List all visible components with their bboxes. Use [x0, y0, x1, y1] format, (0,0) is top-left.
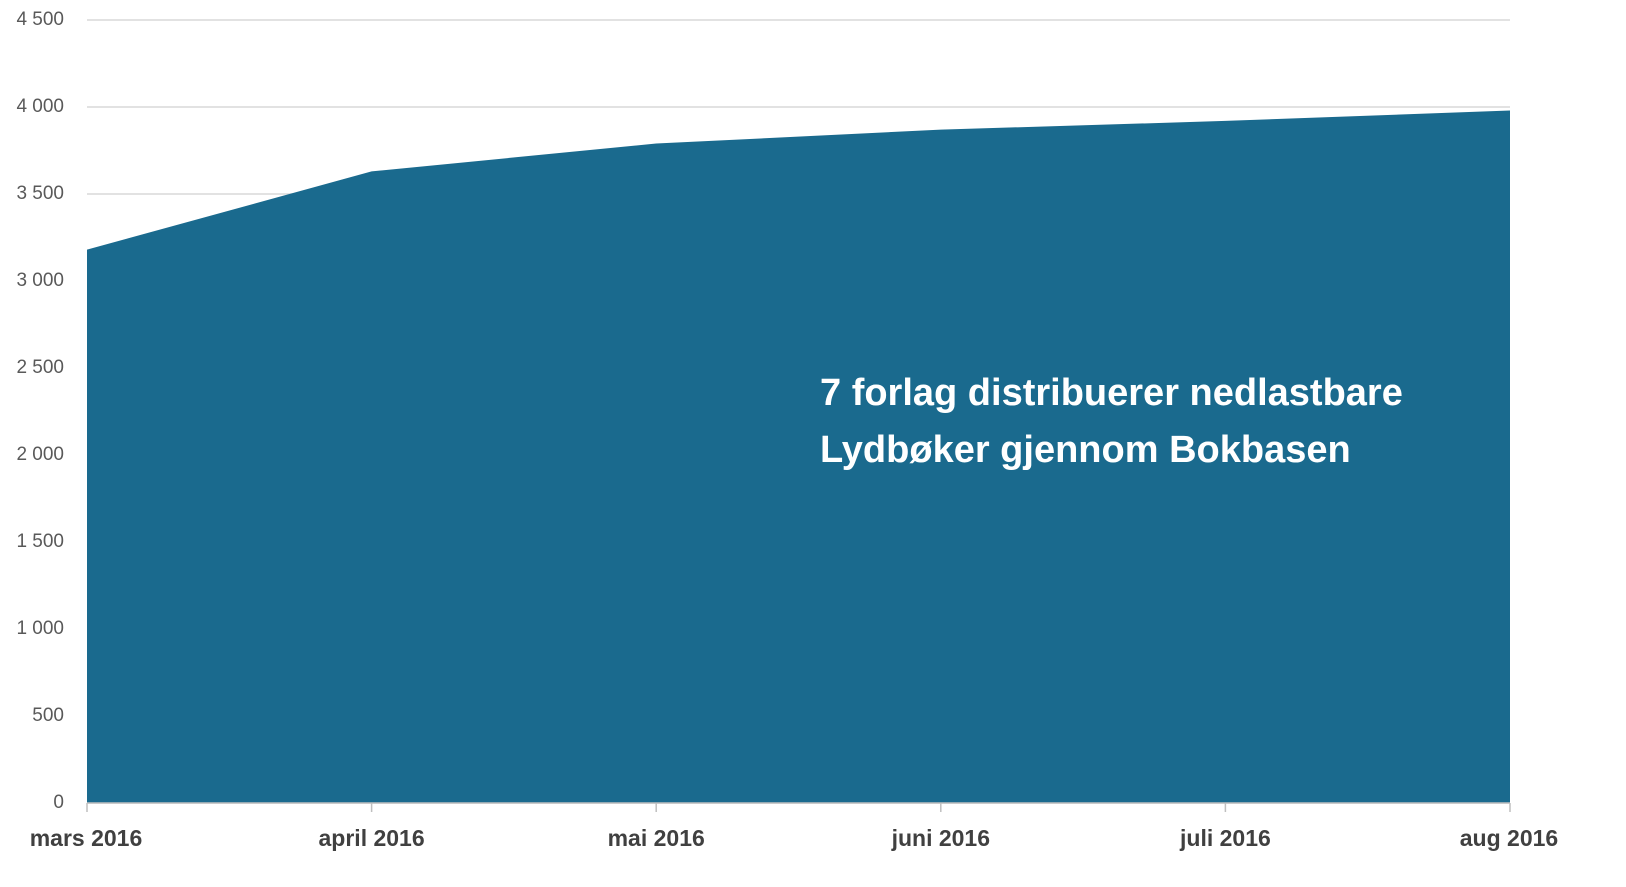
y-tick-label: 0	[53, 792, 64, 813]
y-tick-label: 2 500	[16, 357, 64, 378]
x-tick-label: mars 2016	[30, 825, 143, 851]
plot	[87, 110, 1510, 804]
y-tick-label: 4 000	[16, 96, 64, 117]
y-tick-label: 1 500	[16, 531, 64, 552]
y-tick-label: 4 500	[16, 9, 64, 30]
x-tick-label: aug 2016	[1460, 825, 1558, 851]
y-tick-label: 3 500	[16, 183, 64, 204]
area	[87, 110, 1510, 804]
labels: 0 500 1 000 1 500 2 000 2 500 3 000 3 500 4 000 4…	[16, 9, 1558, 851]
y-tick-label: 3 000	[16, 270, 64, 291]
annotation: Lydbøker gjennom Bokbasen	[820, 429, 1351, 471]
y-tick-label: 1 000	[16, 618, 64, 639]
x-tick-label: juni 2016	[891, 825, 990, 851]
x-tick-label: mai 2016	[608, 825, 705, 851]
y-tick-label: 500	[32, 705, 64, 726]
y-tick-label: 2 000	[16, 444, 64, 465]
annotation: 7 forlag distribuerer nedlastbare	[820, 372, 1403, 414]
x-tick-label: april 2016	[319, 825, 425, 851]
x-tick-label: juli 2016	[1179, 825, 1271, 851]
